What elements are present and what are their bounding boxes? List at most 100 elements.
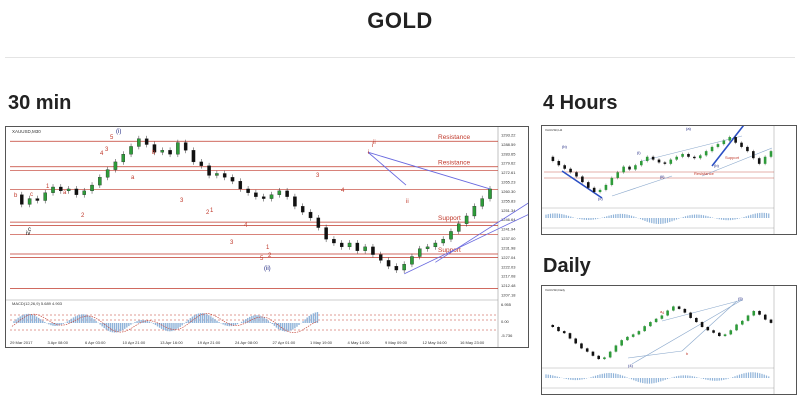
candle-body — [324, 227, 328, 240]
y-tick-label: 1222.03 — [501, 264, 516, 269]
page-title: GOLD — [367, 8, 433, 33]
candle-body — [634, 165, 637, 170]
wave-label: 1 — [46, 184, 50, 190]
section-heading-daily: Daily — [543, 255, 591, 277]
indicator-tick-label: -5.736 — [501, 333, 513, 338]
candle-body — [90, 184, 94, 192]
chart-daily: XAUUSD,Daily (5) 4 (4) a b — [541, 285, 797, 395]
y-tick-label: 1279.62 — [501, 161, 516, 166]
wave-label: i — [372, 143, 373, 149]
wave-label: 5 — [110, 135, 114, 141]
candle-body — [681, 153, 684, 157]
candle-body — [585, 348, 589, 352]
candle-body — [137, 138, 141, 147]
candle-body — [480, 198, 484, 207]
trend-line — [631, 299, 743, 365]
candle-body — [586, 182, 590, 188]
candle-body — [614, 345, 618, 352]
wave-label: 3 — [230, 240, 234, 246]
candle-body — [207, 165, 211, 176]
y-tick-label: 1288.59 — [501, 142, 516, 147]
candle-body — [261, 196, 266, 199]
chart-30min-svg: XAUUSD,M30 Resistance Resistance Support Sup… — [6, 127, 528, 347]
trend-line — [627, 350, 683, 359]
candle-body — [728, 137, 732, 141]
wave-label: (ii) — [660, 174, 665, 179]
x-tick-label: 9 May 09:00 — [385, 340, 408, 345]
level-label: Support — [438, 247, 461, 254]
candle-body — [651, 156, 655, 160]
chart-daily-svg: XAUUSD,Daily (5) 4 (4) a b — [542, 286, 775, 394]
candle-body — [293, 196, 297, 207]
candle-body — [608, 351, 612, 358]
wave-label: (c) — [598, 196, 603, 201]
candle-body — [300, 206, 305, 213]
wave-label: c — [28, 227, 31, 233]
candle-body — [425, 246, 430, 249]
channel-upper — [435, 202, 528, 263]
candle-body — [666, 310, 669, 316]
channel-lower — [403, 214, 528, 275]
candle-body — [551, 156, 555, 162]
candle-body — [464, 215, 469, 224]
wave-label: (b) — [562, 144, 568, 149]
wave-label: a — [63, 190, 67, 196]
y-tick-label: 1260.30 — [501, 189, 516, 194]
candle-body — [562, 331, 566, 334]
chart-symbol-label: XAUUSD,M30 — [12, 129, 41, 134]
level-label: Support — [438, 215, 461, 222]
y-tick-label: 1246.64 — [501, 217, 516, 222]
candle-body — [580, 343, 583, 349]
x-tick-label: 4 May 14:00 — [348, 340, 371, 345]
wave-label: (5) — [738, 296, 744, 301]
trend-line — [711, 126, 745, 167]
candle-body — [355, 242, 360, 251]
wave-label: Support — [725, 155, 740, 160]
x-tick-label: 12 May 04:00 — [423, 340, 448, 345]
x-tick-label: 19 Apr 21:00 — [198, 340, 221, 345]
candle-body — [66, 188, 71, 192]
y-tick-label: 1283.65 — [501, 151, 516, 156]
y-tick-label: 1255.83 — [501, 198, 516, 203]
y-tick-label: 1227.04 — [501, 255, 516, 260]
candle-body — [98, 177, 102, 186]
y-tick-label: 1231.98 — [501, 245, 516, 250]
candle-body — [637, 331, 641, 335]
candle-body — [704, 151, 708, 156]
candle-body — [689, 312, 692, 318]
candle-body — [441, 238, 445, 244]
candle-body — [230, 177, 235, 182]
wave-label: (a) — [686, 126, 692, 131]
candle-body — [308, 211, 313, 219]
candle-body — [706, 327, 710, 331]
candle-body — [43, 192, 47, 201]
candle-body — [20, 194, 24, 205]
candle-body — [457, 223, 461, 232]
candle-body — [712, 330, 715, 333]
chart-symbol-label: XAUUSD,H4 — [545, 128, 563, 132]
candle-body — [729, 330, 733, 335]
wave-label: c — [30, 192, 33, 198]
candle-body — [144, 138, 149, 145]
candle-body — [129, 146, 133, 155]
indicator-label: MACD(12,26,9) 5.689 4.903 — [12, 301, 63, 306]
wave-label: ii — [406, 199, 409, 205]
candle-body — [575, 172, 578, 177]
candle-body — [700, 322, 704, 327]
candle-body — [752, 151, 755, 159]
candle-body — [640, 161, 643, 166]
candle-body — [677, 306, 681, 309]
indicator-tick-label: 0.00 — [501, 319, 510, 324]
x-tick-label: 27 Apr 01:00 — [273, 340, 296, 345]
candle-body — [35, 198, 40, 201]
wave-label: 2 — [81, 213, 85, 219]
divider — [5, 57, 795, 58]
wave-label: i — [368, 150, 369, 156]
candle-body — [622, 166, 625, 173]
chart-symbol-label: XAUUSD,Daily — [545, 288, 566, 292]
candle-body — [238, 181, 243, 190]
y-tick-label: 1241.94 — [501, 227, 516, 232]
candle-body — [735, 324, 738, 331]
wave-label: 3 — [105, 147, 109, 153]
candle-body — [660, 315, 664, 319]
